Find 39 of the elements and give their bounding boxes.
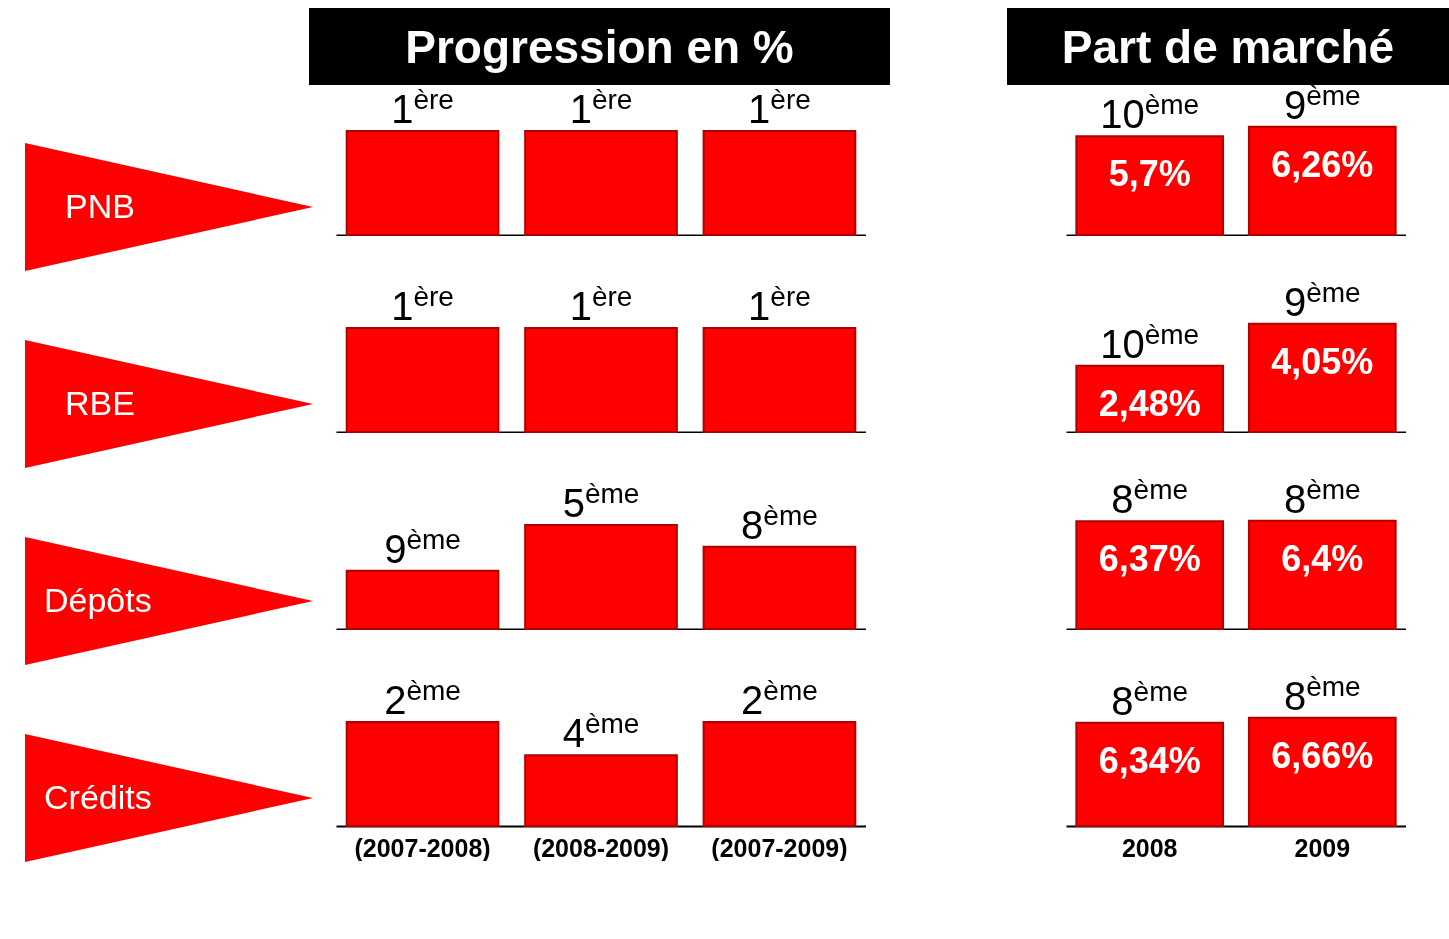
annotation: 1$^{ère}$ [391,83,454,131]
x-tick-label: (2007-2008) [354,833,491,862]
annotation: 5$^{ème}$ [562,477,640,525]
chart-title: Progression en % [309,8,890,85]
annotation: 8$^{ème}$ [1283,472,1361,521]
annotation: 8$^{ème}$ [1111,674,1189,723]
data-label: 4,05% [1271,340,1374,382]
annotation: 2$^{ème}$ [384,674,461,722]
y-axis-title: PNB [65,187,135,226]
annotation: 10$^{ème}$ [1100,88,1200,137]
annotation: 1$^{ère}$ [569,280,633,328]
annotation: 9$^{ème}$ [384,522,461,571]
annotation: 1$^{ère}$ [391,280,454,328]
x-tick-label: 2009 [1294,833,1351,862]
annotation: 9$^{ème}$ [1283,78,1361,127]
data-label: 6,4% [1281,537,1364,579]
annotation: 2$^{ème}$ [741,674,818,722]
data-label: 2,48% [1098,382,1201,424]
data-label: 6,37% [1098,538,1201,580]
x-tick-label: 2008 [1121,833,1178,862]
data-label: 6,66% [1271,734,1374,776]
annotation: 9$^{ème}$ [1283,275,1361,324]
annotation: 1$^{ère}$ [748,83,811,131]
data-label: 6,26% [1271,143,1374,185]
annotation: 4$^{ème}$ [562,707,640,756]
y-axis-title: RBE [65,384,135,423]
annotation: 8$^{ème}$ [1111,473,1189,522]
x-tick-label: (2008-2009) [532,833,670,862]
y-axis-title: Crédits [44,778,152,817]
x-tick-label: (2007-2009) [711,833,848,862]
annotation: 1$^{ère}$ [569,83,633,131]
annotation: 10$^{ème}$ [1100,317,1200,366]
annotation: 8$^{ème}$ [1283,669,1361,718]
y-axis-title: Dépôts [44,581,152,620]
annotation: 1$^{ère}$ [748,280,811,328]
data-label: 5,7% [1108,153,1191,195]
chart-title: Part de marché [1061,20,1395,73]
data-label: 6,34% [1098,739,1201,781]
annotation: 8$^{ème}$ [741,498,818,547]
